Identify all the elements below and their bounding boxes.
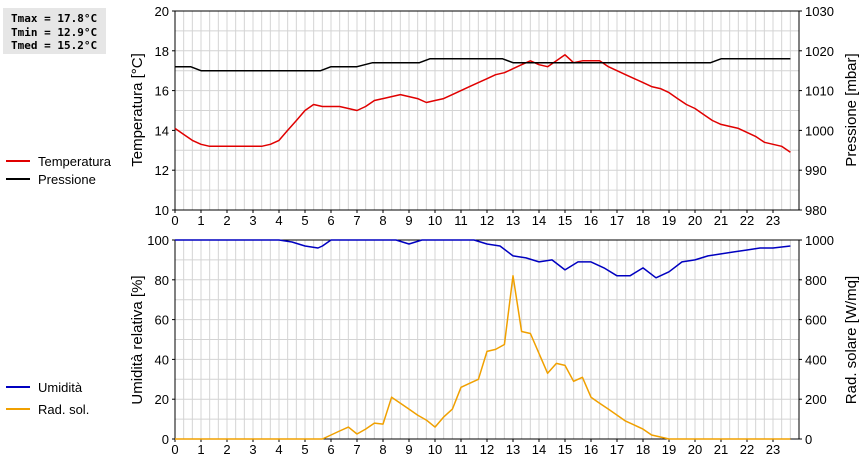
- bottom-x-tick-label: 20: [688, 442, 702, 457]
- bottom-x-tick-label: 6: [327, 442, 334, 457]
- bottom-series-umidit-: [175, 239, 791, 279]
- top-y-tick-label: 20: [155, 4, 169, 19]
- top-x-tick-label: 3: [249, 213, 256, 228]
- tmax-text: Tmax = 17.8°C: [11, 12, 98, 25]
- bottom-series-rad-sol-: [175, 275, 791, 440]
- bottom-x-tick-label: 8: [379, 442, 386, 457]
- top-x-tick-label: 20: [688, 213, 702, 228]
- legend-bottom: Umidità Rad. sol.: [6, 380, 89, 417]
- bottom-y2-tick-label: 400: [805, 352, 827, 367]
- top-x-tick-label: 5: [301, 213, 308, 228]
- top-y-tick-label: 10: [155, 203, 169, 218]
- top-y2-tick-label: 990: [805, 163, 827, 178]
- top-left-axis-title: Temperatura [°C]: [129, 53, 146, 167]
- bottom-x-tick-label: 18: [636, 442, 650, 457]
- bottom-y2-tick-label: 600: [805, 313, 827, 328]
- bottom-x-tick-label: 13: [506, 442, 520, 457]
- bottom-x-tick-label: 2: [223, 442, 230, 457]
- bottom-y2-tick-label: 200: [805, 392, 827, 407]
- bottom-x-tick-label: 11: [454, 442, 468, 457]
- top-x-tick-label: 22: [740, 213, 754, 228]
- tmin-text: Tmin = 12.9°C: [11, 25, 98, 39]
- bottom-right-axis-title: Rad. solare [W/mq]: [843, 276, 860, 404]
- legend-label-temperatura: Temperatura: [38, 154, 112, 169]
- bottom-y-tick-label: 60: [155, 313, 169, 328]
- temperature-pressure-chart: 0 1 2 3 4 5 6 7 8 9 10 11 12 13 14 15 16 17 18 19 20 21 22 2310…: [155, 4, 834, 228]
- top-x-tick-label: 11: [454, 213, 468, 228]
- bottom-x-tick-label: 3: [249, 442, 256, 457]
- top-x-tick-label: 12: [480, 213, 494, 228]
- top-x-tick-label: 2: [223, 213, 230, 228]
- bottom-x-tick-label: 5: [301, 442, 308, 457]
- top-x-tick-label: 1: [197, 213, 204, 228]
- bottom-y-tick-label: 80: [155, 273, 169, 288]
- top-y-tick-label: 12: [155, 163, 169, 178]
- top-y-tick-label: 14: [155, 123, 169, 138]
- bottom-x-tick-label: 14: [532, 442, 546, 457]
- bottom-x-tick-label: 10: [428, 442, 442, 457]
- top-series-pressione: [175, 58, 791, 72]
- bottom-x-tick-label: 16: [584, 442, 598, 457]
- bottom-x-tick-label: 19: [662, 442, 676, 457]
- top-right-axis-title: Pressione [mbar]: [843, 53, 860, 166]
- top-x-tick-label: 0: [171, 213, 178, 228]
- top-x-tick-label: 13: [506, 213, 520, 228]
- legend-label-pressione: Pressione: [38, 172, 96, 187]
- top-x-tick-label: 21: [714, 213, 728, 228]
- top-y-tick-label: 18: [155, 44, 169, 59]
- top-y2-tick-label: 1000: [805, 123, 834, 138]
- bottom-y2-tick-label: 1000: [805, 233, 834, 248]
- bottom-x-tick-label: 7: [353, 442, 360, 457]
- top-x-tick-label: 16: [584, 213, 598, 228]
- top-x-tick-label: 15: [558, 213, 572, 228]
- bottom-y2-tick-label: 0: [805, 432, 812, 447]
- top-x-tick-label: 14: [532, 213, 546, 228]
- top-x-tick-label: 17: [610, 213, 624, 228]
- top-x-tick-label: 4: [275, 213, 282, 228]
- top-x-tick-label: 18: [636, 213, 650, 228]
- bottom-y-tick-label: 20: [155, 392, 169, 407]
- top-series-temperatura: [174, 54, 791, 153]
- bottom-left-axis-title: Umidità relativa [%]: [129, 275, 146, 404]
- top-x-tick-label: 6: [327, 213, 334, 228]
- bottom-x-tick-label: 17: [610, 442, 624, 457]
- humidity-radiation-chart: 0 1 2 3 4 5 6 7 8 9 10 11 12 13 14 15 16 17 18 19 20 21 22 2302…: [147, 233, 834, 457]
- legend-label-umidita: Umidità: [38, 380, 83, 395]
- top-y2-tick-label: 1010: [805, 84, 834, 99]
- top-x-tick-label: 8: [379, 213, 386, 228]
- bottom-x-tick-label: 12: [480, 442, 494, 457]
- top-x-tick-label: 9: [405, 213, 412, 228]
- bottom-x-tick-label: 22: [740, 442, 754, 457]
- bottom-y-tick-label: 0: [162, 432, 169, 447]
- top-x-tick-label: 10: [428, 213, 442, 228]
- bottom-x-tick-label: 15: [558, 442, 572, 457]
- top-y2-tick-label: 1020: [805, 44, 834, 59]
- stats-box: Tmax = 17.8°C Tmin = 12.9°C Tmed = 15.2°…: [3, 8, 106, 54]
- legend-label-radsol: Rad. sol.: [38, 402, 89, 417]
- top-x-tick-label: 7: [353, 213, 360, 228]
- top-y-tick-label: 16: [155, 84, 169, 99]
- bottom-x-tick-label: 23: [766, 442, 780, 457]
- bottom-y-tick-label: 100: [147, 233, 169, 248]
- bottom-x-tick-label: 21: [714, 442, 728, 457]
- top-x-tick-label: 23: [766, 213, 780, 228]
- top-x-tick-label: 19: [662, 213, 676, 228]
- bottom-x-tick-label: 1: [197, 442, 204, 457]
- bottom-x-tick-label: 9: [405, 442, 412, 457]
- legend-top: Temperatura Pressione: [6, 154, 112, 187]
- top-y2-tick-label: 980: [805, 203, 827, 218]
- bottom-y2-tick-label: 800: [805, 273, 827, 288]
- bottom-x-tick-label: 0: [171, 442, 178, 457]
- bottom-y-tick-label: 40: [155, 352, 169, 367]
- tmed-text: Tmed = 15.2°C: [11, 39, 98, 52]
- bottom-x-tick-label: 4: [275, 442, 282, 457]
- top-y2-tick-label: 1030: [805, 4, 834, 19]
